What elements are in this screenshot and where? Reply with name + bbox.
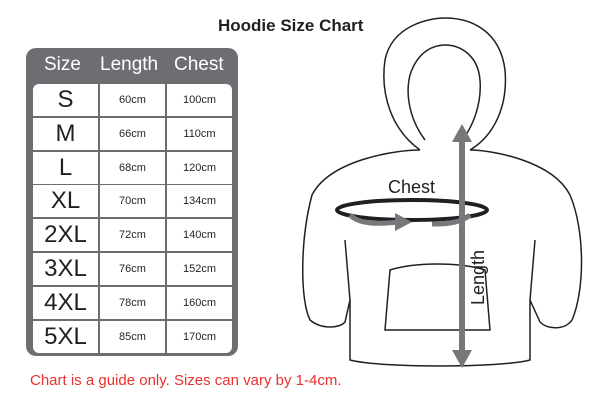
arrow-down-icon [452,350,472,368]
chest-arrow-right [431,213,472,227]
cell-length: 66cm [100,117,165,150]
disclaimer-note: Chart is a guide only. Sizes can vary by… [30,372,342,389]
cell-length: 68cm [100,151,165,184]
cell-length: 70cm [100,185,165,218]
cell-chest: 120cm [167,151,232,184]
cell-chest: 140cm [167,219,232,252]
cell-length: 72cm [100,219,165,252]
cell-chest: 152cm [167,253,232,285]
cell-chest: 110cm [167,117,232,150]
cell-size: L [33,151,98,184]
cell-size: S [33,84,98,116]
cell-size: 3XL [33,253,98,285]
cell-size: XL [33,185,98,218]
cell-size: 4XL [33,286,98,319]
cell-length: 78cm [100,286,165,319]
header-chest: Chest [174,54,224,75]
hoodie-outline [302,17,583,367]
size-table: Size Length Chest S 60cm 100cm M 66cm 110cm L 6… [26,48,238,356]
cell-length: 85cm [100,320,165,353]
length-label: Length [468,250,488,305]
cell-chest: 160cm [167,286,232,319]
cell-length: 76cm [100,253,165,285]
cell-size: M [33,117,98,150]
cell-chest: 170cm [167,320,232,353]
header-length: Length [100,54,159,75]
header-size: Size [44,54,81,75]
cell-size: 5XL [33,320,98,353]
cell-size: 2XL [33,219,98,252]
cell-chest: 100cm [167,84,232,116]
chest-arrow-left [348,213,399,226]
arrow-up-icon [452,124,472,142]
chest-arrow-head-icon [395,213,412,231]
chest-label: Chest [388,177,435,197]
chest-measure-line [335,198,489,222]
cell-chest: 134cm [167,185,232,218]
cell-length: 60cm [100,84,165,116]
chart-title: Hoodie Size Chart [218,16,364,35]
